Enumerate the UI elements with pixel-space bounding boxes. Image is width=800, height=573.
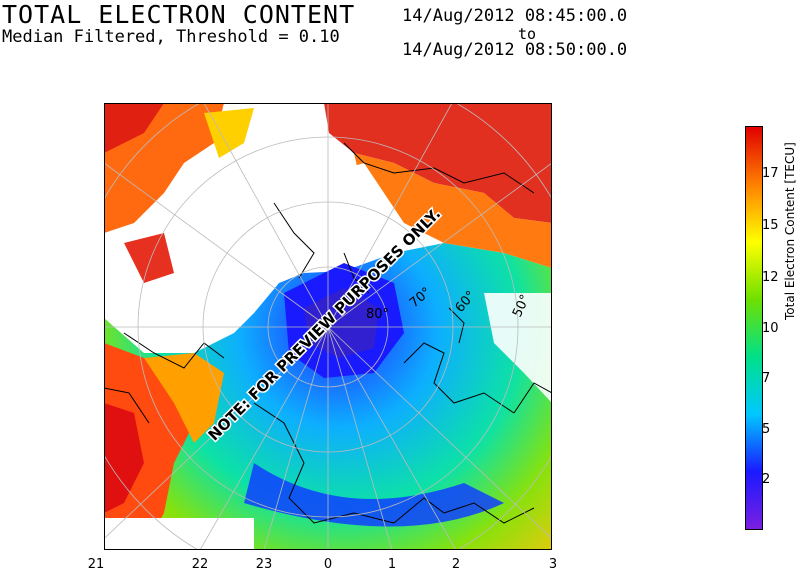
time-end: 14/Aug/2012 08:50:00.0 [402, 40, 628, 60]
colorbar-gradient [746, 127, 762, 529]
time-to: to [518, 25, 537, 43]
mlt-tick-3: 3 [548, 557, 558, 572]
tec-polar-map: 80° 70° 60° 50° NOTE: FOR PREVIEW PURPOS… [104, 103, 552, 550]
colorbar [745, 126, 763, 530]
colorbar-tick-7: 7 [762, 371, 771, 386]
colorbar-tick-17: 17 [762, 166, 779, 181]
mlt-tick-2: 2 [451, 557, 461, 572]
mlt-tick-22: 22 [191, 557, 209, 572]
colorbar-tick-15: 15 [762, 218, 779, 233]
mlt-tick-1: 1 [387, 557, 397, 572]
mlt-tick-0: 0 [323, 557, 333, 572]
colorbar-tick-5: 5 [762, 422, 771, 437]
colorbar-tick-12: 12 [762, 270, 779, 285]
plot-title: TOTAL ELECTRON CONTENT [2, 0, 356, 29]
colorbar-tick-2: 2 [762, 472, 771, 487]
plot-subtitle: Median Filtered, Threshold = 0.10 [2, 27, 340, 47]
time-start: 14/Aug/2012 08:45:00.0 [402, 6, 628, 26]
mlt-tick-21: 21 [87, 557, 105, 572]
lat-label-80: 80° [366, 307, 389, 322]
colorbar-tick-10: 10 [762, 321, 779, 336]
mlt-tick-23: 23 [255, 557, 273, 572]
colorbar-label: Total Electron Content [TECU] [783, 142, 797, 320]
